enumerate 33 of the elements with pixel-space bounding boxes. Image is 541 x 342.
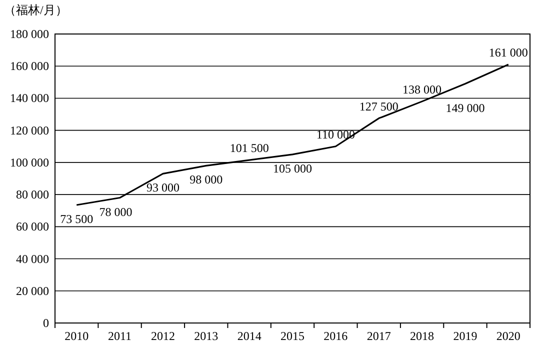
x-tick-label: 2015 — [280, 329, 304, 342]
data-label: 98 000 — [190, 172, 223, 187]
x-tick-label: 2010 — [64, 329, 89, 342]
y-tick-label: 180 000 — [10, 27, 49, 41]
data-label: 78 000 — [99, 204, 132, 219]
data-label: 105 000 — [273, 161, 312, 176]
y-tick-label: 100 000 — [10, 155, 49, 170]
data-label: 73 500 — [60, 212, 94, 226]
y-tick-label: 0 — [43, 316, 49, 330]
x-tick-label: 2013 — [194, 329, 218, 342]
y-tick-label: 140 000 — [10, 91, 49, 106]
data-label: 138 000 — [402, 82, 442, 96]
y-tick-label: 80 000 — [16, 188, 49, 202]
x-tick-label: 2014 — [237, 329, 262, 342]
x-tick-label: 2011 — [108, 329, 132, 342]
x-tick-label: 2018 — [410, 329, 434, 342]
y-tick-label: 60 000 — [16, 220, 49, 234]
x-tick-label: 2020 — [496, 329, 520, 342]
data-label: 127 500 — [359, 99, 398, 114]
y-tick-label: 40 000 — [16, 252, 49, 266]
y-tick-label: 20 000 — [16, 284, 49, 298]
x-tick-label: 2019 — [453, 329, 478, 342]
data-label: 149 000 — [446, 100, 485, 115]
data-label: 101 500 — [230, 141, 269, 156]
data-label: 161 000 — [488, 46, 528, 60]
data-label: 110 000 — [316, 127, 355, 142]
x-tick-label: 2012 — [150, 329, 175, 342]
y-tick-label: 160 000 — [10, 59, 49, 74]
x-tick-label: 2016 — [324, 329, 348, 342]
y-tick-label: 120 000 — [10, 123, 49, 138]
x-tick-label: 2017 — [366, 329, 391, 342]
y-axis-title: （福林/月） — [4, 3, 68, 17]
data-label: 93 000 — [146, 180, 180, 195]
